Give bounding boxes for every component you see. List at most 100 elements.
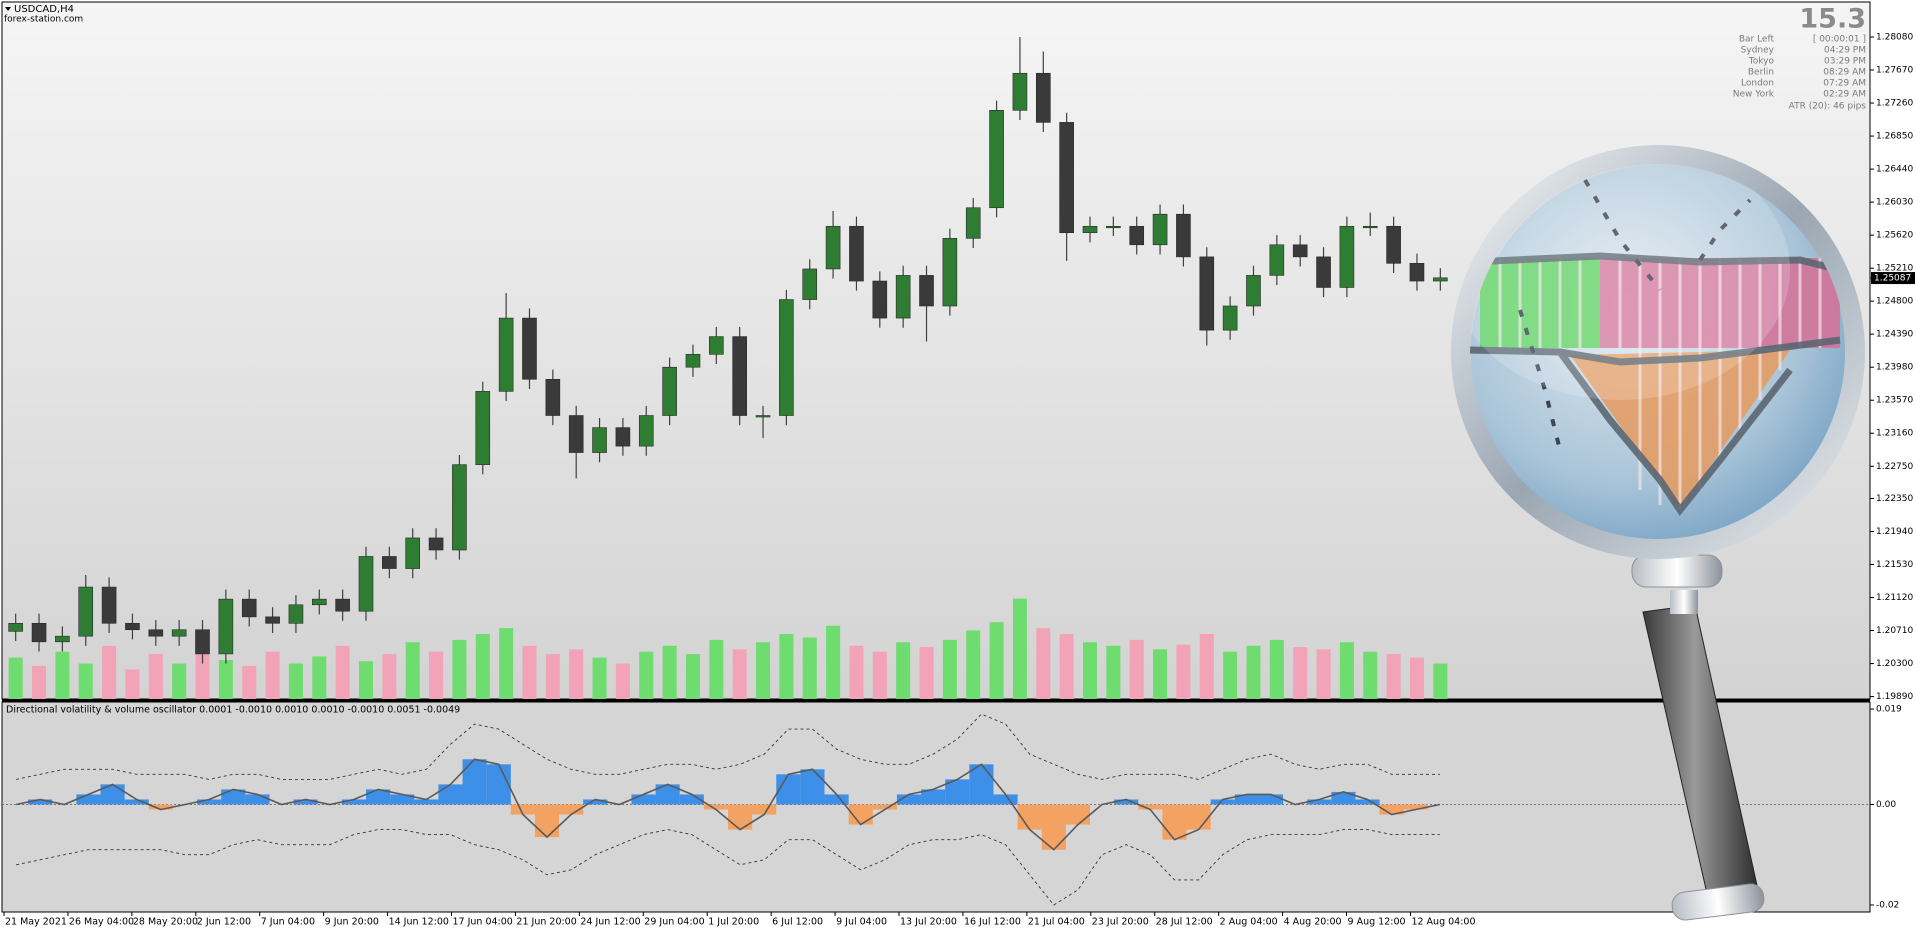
osc-bar <box>28 799 53 805</box>
candle-body <box>78 586 94 637</box>
candle-body <box>755 415 771 418</box>
x-tick-label: 9 Jul 04:00 <box>836 917 887 928</box>
y-tick-label: 1.22750 <box>1876 462 1913 472</box>
candle-body <box>358 556 374 612</box>
volume-bar <box>639 651 654 699</box>
info-value: 08:29 AM <box>1823 68 1866 78</box>
candle-body <box>1246 275 1261 307</box>
volume-bar <box>1129 639 1144 699</box>
magnifier-cap <box>1671 883 1765 921</box>
volume-bar <box>312 656 327 699</box>
candle-body <box>1106 225 1121 229</box>
candle-body <box>615 427 631 447</box>
volume-bar <box>826 625 841 699</box>
osc-y-tick-label: 0.00 <box>1876 800 1896 810</box>
x-tick-label: 14 Jun 12:00 <box>389 917 449 928</box>
candle-body <box>545 378 561 416</box>
volume-bar <box>545 654 560 699</box>
x-tick-label: 13 Jul 20:00 <box>900 917 957 928</box>
candle-body <box>1269 244 1285 276</box>
osc-bar <box>414 799 439 805</box>
candle-body <box>849 225 864 282</box>
current-price-label: 1.25087 <box>1874 274 1911 284</box>
y-tick-label: 1.24800 <box>1876 297 1913 307</box>
y-tick-label: 1.21120 <box>1876 593 1913 603</box>
x-tick-label: 21 Jun 20:00 <box>516 917 576 928</box>
volume-bar <box>1223 651 1238 699</box>
candle-body <box>382 556 397 569</box>
y-tick-label: 1.27670 <box>1876 66 1913 76</box>
volume-bar <box>265 651 280 699</box>
osc-bar <box>293 799 318 805</box>
candle-body <box>148 629 164 637</box>
volume-bar <box>942 639 957 699</box>
osc-bar <box>100 784 125 805</box>
candle-body <box>685 354 701 368</box>
volume-bar <box>989 622 1004 699</box>
volume-bar <box>1339 642 1354 699</box>
current-price-box <box>1871 272 1915 285</box>
x-tick-label: 28 Jul 12:00 <box>1156 917 1213 928</box>
candle-body <box>732 336 747 416</box>
x-tick-label: 2 Jun 12:00 <box>197 917 251 928</box>
osc-bar <box>848 804 873 825</box>
osc-bar <box>1379 804 1404 815</box>
x-tick-label: 12 Aug 04:00 <box>1411 917 1475 928</box>
x-tick-label: 23 Jul 20:00 <box>1092 917 1149 928</box>
volume-bar <box>1409 657 1424 699</box>
osc-y-tick-label: 0.019 <box>1876 705 1902 715</box>
osc-bar <box>1331 791 1356 805</box>
osc-bar <box>728 804 753 830</box>
volume-bar <box>849 645 864 699</box>
info-label: Sydney <box>1741 46 1775 56</box>
candle-body <box>452 464 467 551</box>
magnifier-lens <box>1451 145 1865 559</box>
osc-bar <box>1065 804 1090 825</box>
x-tick-label: 17 Jun 04:00 <box>453 917 513 928</box>
osc-bar <box>1403 804 1428 810</box>
volume-bar <box>499 628 514 699</box>
osc-bar <box>752 804 777 815</box>
volume-bar <box>452 639 467 699</box>
candle-body <box>1339 225 1355 288</box>
osc-bar <box>921 789 946 805</box>
volume-bar <box>358 661 374 699</box>
osc-bar <box>993 794 1018 805</box>
osc-bar <box>583 799 608 805</box>
volume-bar <box>242 665 257 699</box>
osc-bar <box>221 789 246 805</box>
symbol-arrow <box>5 7 11 11</box>
osc-bar <box>245 794 270 805</box>
candle-body <box>709 336 724 355</box>
volume-bar <box>1293 647 1308 699</box>
volume-bar <box>429 651 444 699</box>
magnifier-collar <box>1631 554 1723 588</box>
candle-body <box>311 598 327 606</box>
volume-bar <box>218 660 233 699</box>
x-tick-label: 6 Jul 12:00 <box>772 917 823 928</box>
osc-bar <box>76 794 101 805</box>
x-tick-label: 7 Jun 04:00 <box>261 917 315 928</box>
volume-bar <box>709 639 724 699</box>
info-value: 07:29 AM <box>1823 79 1866 89</box>
spread-value: 15.3 <box>1799 4 1866 35</box>
data-layer: 1.19890 1.20300 1.20710 1.21120 1.21530 1.219… <box>2 33 1915 928</box>
atr: ATR (20): 46 pips <box>1789 102 1867 112</box>
zoom-lines <box>1470 252 1841 516</box>
candle-body <box>825 225 841 270</box>
candle-body <box>1035 72 1051 123</box>
osc-band-lower <box>16 829 1440 906</box>
y-tick-label: 1.20710 <box>1876 626 1913 636</box>
osc-bar <box>655 784 680 805</box>
candle-body <box>31 622 47 643</box>
candle-body <box>288 604 304 624</box>
candle-body <box>1012 72 1028 111</box>
volume-bar <box>732 649 747 699</box>
volume-bar <box>172 663 187 699</box>
osc-bar <box>197 799 222 805</box>
volume-bar <box>288 663 303 699</box>
volume-bar <box>756 642 771 699</box>
osc-bar <box>1114 799 1139 805</box>
